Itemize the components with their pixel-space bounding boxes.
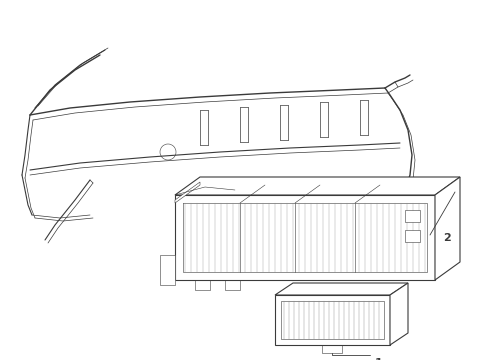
Text: 2: 2 <box>443 233 451 243</box>
Polygon shape <box>175 177 460 195</box>
Text: 1: 1 <box>375 358 383 360</box>
Polygon shape <box>390 283 408 345</box>
Polygon shape <box>275 283 408 295</box>
Polygon shape <box>175 182 200 203</box>
Polygon shape <box>435 177 460 280</box>
Polygon shape <box>405 230 420 242</box>
Polygon shape <box>160 255 175 285</box>
Polygon shape <box>275 295 390 345</box>
Polygon shape <box>405 210 420 222</box>
Polygon shape <box>175 195 435 280</box>
